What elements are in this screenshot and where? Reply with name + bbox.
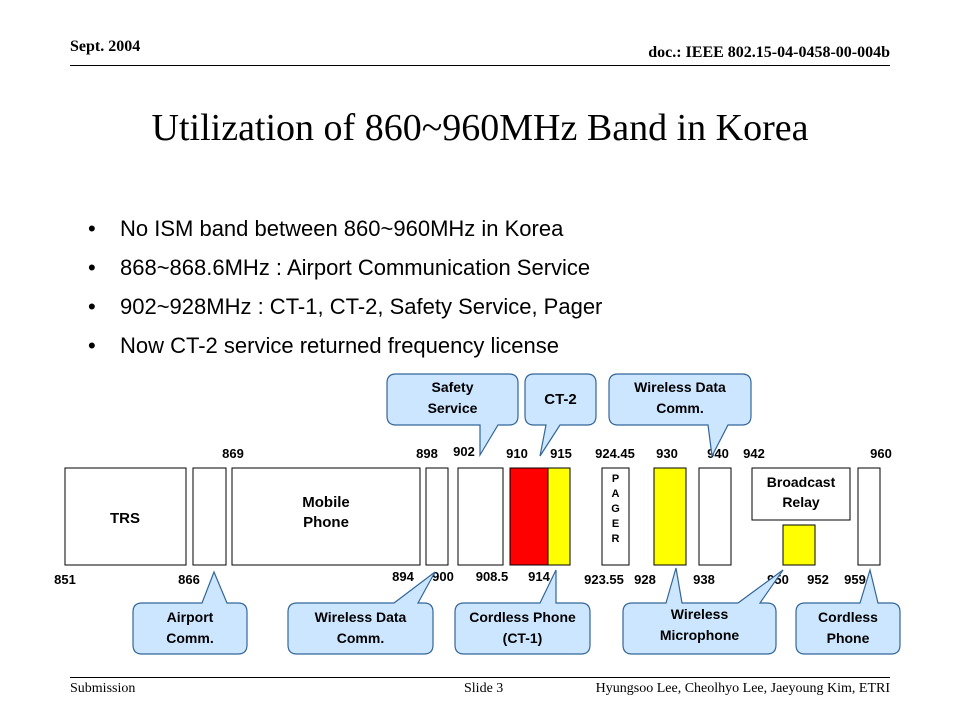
bullet-dot: • bbox=[88, 294, 96, 319]
bullet-dot: • bbox=[88, 333, 96, 358]
bullet-item: • 902~928MHz : CT-1, CT-2, Safety Service… bbox=[88, 292, 602, 331]
footer-slide-number: Slide 3 bbox=[464, 681, 504, 696]
band-block-trs bbox=[64, 467, 187, 566]
bullet-item: • 868~868.6MHz : Airport Communication Se… bbox=[88, 253, 602, 292]
band-block-pager bbox=[601, 467, 630, 566]
callout-text-cordless-phone: Cordless Phone bbox=[818, 609, 878, 646]
band-block-ct2 bbox=[509, 467, 549, 566]
callout-cordless-ct1 bbox=[454, 569, 591, 655]
footer-submission: Submission bbox=[70, 681, 136, 696]
block-label-pager: PAGER bbox=[611, 473, 620, 545]
freq-label-930: 930 bbox=[656, 446, 678, 461]
freq-label-908-5: 908.5 bbox=[476, 569, 509, 584]
freq-label-915: 915 bbox=[550, 446, 572, 461]
band-block-wireless-mic-950 bbox=[782, 524, 816, 566]
callout-safety-service bbox=[386, 373, 519, 458]
band-block-mobile-phone bbox=[231, 467, 421, 566]
callout-text-safety-service: Safety Service bbox=[427, 379, 478, 416]
callout-text-wireless-data-bottom: Wireless Data Comm. bbox=[314, 609, 407, 646]
slide-title: Utilization of 860~960MHz Band in Korea bbox=[151, 107, 809, 149]
band-block-wireless-data-low bbox=[425, 467, 449, 566]
bullet-text: No ISM band between 860~960MHz in Korea bbox=[120, 216, 564, 241]
footer-authors: Hyungsoo Lee, Cheolhyo Lee, Jaeyoung Kim… bbox=[595, 681, 890, 696]
bullet-dot: • bbox=[88, 255, 96, 280]
callout-ct2 bbox=[524, 373, 597, 457]
band-block-airport bbox=[192, 467, 227, 566]
freq-label-924-45: 924.45 bbox=[595, 446, 635, 461]
freq-label-942: 942 bbox=[743, 446, 765, 461]
freq-label-952: 952 bbox=[807, 572, 829, 587]
freq-label-900: 900 bbox=[432, 569, 454, 584]
callout-text-airport: Airport Comm. bbox=[166, 609, 214, 646]
bullet-dot: • bbox=[88, 216, 96, 241]
bullet-item: • Now CT-2 service returned frequency lic… bbox=[88, 331, 602, 370]
callout-wireless-data-bottom bbox=[287, 571, 436, 655]
block-label-broadcast-relay: Broadcast Relay bbox=[766, 474, 836, 510]
freq-label-869: 869 bbox=[222, 446, 244, 461]
freq-label-960: 960 bbox=[870, 446, 892, 461]
callout-wireless-mic bbox=[622, 567, 784, 655]
callout-text-wireless-data-top: Wireless Data Comm. bbox=[634, 379, 726, 416]
freq-label-938: 938 bbox=[693, 572, 715, 587]
freq-label-851: 851 bbox=[54, 572, 76, 587]
callout-text-cordless-ct1: Cordless Phone (CT-1) bbox=[469, 609, 576, 646]
band-block-wireless-data-940 bbox=[698, 467, 732, 566]
freq-label-928: 928 bbox=[634, 572, 656, 587]
freq-label-866: 866 bbox=[178, 572, 200, 587]
bullet-text: Now CT-2 service returned frequency lice… bbox=[120, 333, 559, 358]
freq-label-923-55: 923.55 bbox=[584, 572, 624, 587]
bullet-list: • No ISM band between 860~960MHz in Korea… bbox=[88, 214, 602, 370]
band-block-broadcast-relay bbox=[751, 467, 851, 521]
band-block-cordless-ct1 bbox=[457, 467, 504, 566]
block-label-mobile-phone: Mobile Phone bbox=[302, 494, 350, 531]
footer-rule bbox=[70, 677, 890, 678]
callout-text-ct2: CT-2 bbox=[544, 391, 577, 408]
bullet-text: 902~928MHz : CT-1, CT-2, Safety Service,… bbox=[120, 294, 603, 319]
block-label-trs: TRS bbox=[110, 510, 140, 527]
freq-label-914: 914 bbox=[528, 569, 550, 584]
band-block-safety-service bbox=[547, 467, 571, 566]
bullet-text: 868~868.6MHz : Airport Communication Ser… bbox=[120, 255, 591, 280]
callout-cordless-phone bbox=[795, 567, 901, 655]
callout-text-wireless-mic: Wireless Microphone bbox=[659, 606, 740, 643]
freq-label-902: 902 bbox=[453, 444, 475, 459]
freq-label-894: 894 bbox=[392, 569, 414, 584]
band-block-cordless-phone bbox=[857, 467, 881, 566]
band-block-wireless-mic-930 bbox=[653, 467, 687, 566]
freq-label-898: 898 bbox=[416, 446, 438, 461]
header-doc-id: doc.: IEEE 802.15-04-0458-00-004b bbox=[648, 44, 890, 61]
freq-label-910: 910 bbox=[506, 446, 528, 461]
bullet-item: • No ISM band between 860~960MHz in Korea bbox=[88, 214, 602, 253]
callout-wireless-data-top bbox=[608, 373, 752, 458]
header-rule bbox=[70, 65, 890, 66]
freq-label-959: 959 bbox=[844, 572, 866, 587]
callout-airport bbox=[132, 570, 248, 655]
header-date: Sept. 2004 bbox=[70, 38, 141, 55]
